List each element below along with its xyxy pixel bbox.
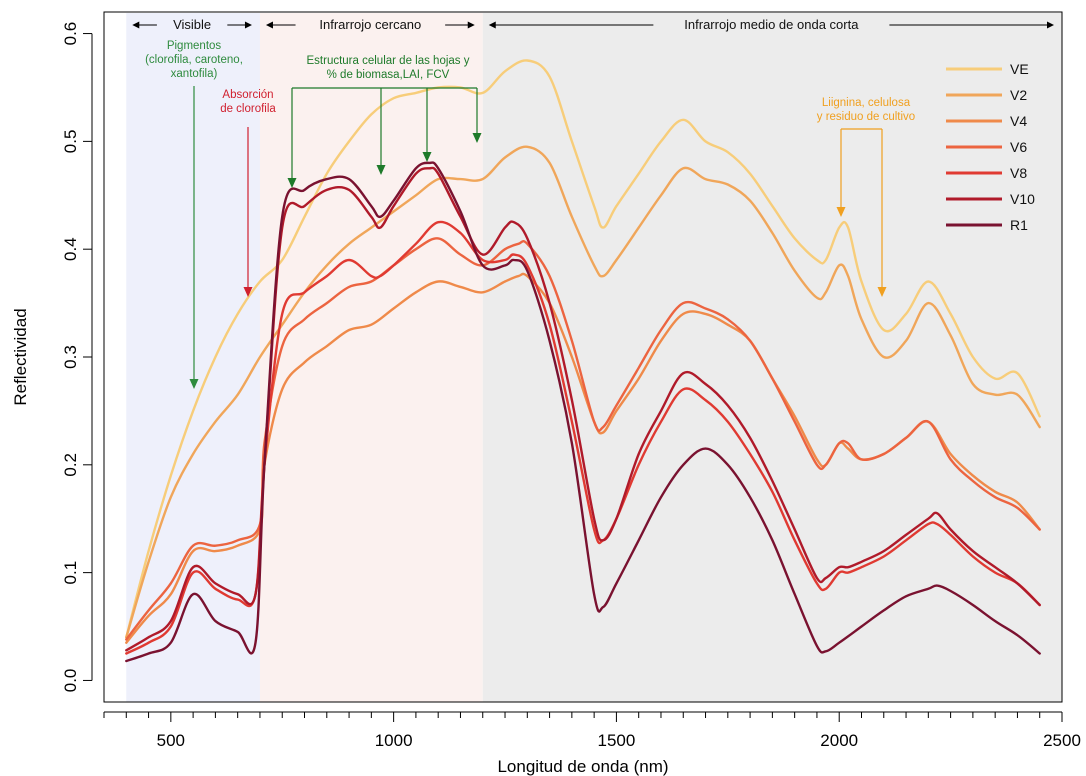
annotation-lignina-arrow-2-head [877, 287, 887, 297]
series-layer [125, 59, 1041, 663]
y-tick-label-0.0: 0.0 [61, 669, 80, 693]
region-arrowhead-left-3 [488, 21, 496, 29]
annotation-estructura-line-1: Estructura celular de las hojas y [307, 55, 470, 67]
x-tick-label-1500: 1500 [598, 731, 636, 750]
annotation-lignina-line-1: Liignina, celulosa [822, 97, 911, 109]
annotation-absorcion-line-1: Absorción [222, 89, 273, 101]
series-line-r1 [125, 161, 1041, 663]
annotation-estructura-arrow-4-head [472, 133, 482, 143]
region-labels: Visible Infrarrojo cercano Infrarrojo medi… [132, 17, 1054, 32]
x-tick-label-2500: 2500 [1043, 731, 1081, 750]
annotation-estructura-line-2: % de biomasa,LAI, FCV [327, 69, 450, 81]
x-axis: 500 1000 1500 2000 2500 [103, 711, 1081, 750]
annotation-absorcion-line-2: de clorofila [220, 103, 276, 115]
series-line-v8 [125, 220, 1041, 655]
region-band-1 [126, 13, 260, 702]
series-line-v2 [125, 145, 1041, 639]
y-tick-label-0.5: 0.5 [61, 130, 80, 154]
region-band-2 [259, 13, 483, 702]
annotation-absorcion-arrow-head [243, 287, 253, 297]
x-tick-label-1000: 1000 [375, 731, 413, 750]
y-tick-label-0.6: 0.6 [61, 22, 80, 46]
y-tick-label-0.2: 0.2 [61, 453, 80, 477]
region-label-3: Infrarrojo medio de onda corta [684, 17, 859, 32]
legend-label-ve: VE [1010, 61, 1029, 77]
legend: VE V2 V4 V6 V8 V10 R1 [946, 61, 1035, 233]
x-axis-title: Longitud de onda (nm) [497, 757, 668, 776]
legend-label-v10: V10 [1010, 191, 1035, 207]
legend-label-v4: V4 [1010, 113, 1027, 129]
annotation-estructura-arrow-2-head [376, 165, 386, 175]
y-axis-title: Reflectividad [11, 308, 30, 405]
annotation-lignina-line-2: y residuo de cultivo [817, 111, 915, 123]
region-arrowhead-right-3 [1047, 21, 1054, 29]
region-label-2: Infrarrojo cercano [319, 17, 421, 32]
annotation-estructura-arrow-1-head [287, 178, 297, 188]
annotation-pigmentos-line-1: Pigmentos [167, 40, 222, 52]
region-arrowhead-left-2 [265, 21, 273, 29]
spectral-regions [126, 13, 1063, 702]
y-tick-label-0.3: 0.3 [61, 345, 80, 369]
series-line-ve [125, 59, 1041, 639]
region-label-1: Visible [173, 17, 211, 32]
region-band-3 [482, 13, 1063, 702]
annotation-pigmentos-arrow-head [189, 379, 199, 389]
annotation-estructura-arrow-3-head [422, 152, 432, 162]
legend-label-v6: V6 [1010, 139, 1027, 155]
annotation-pigmentos-line-2: (clorofila, caroteno, [145, 54, 243, 66]
region-arrowhead-right-1 [244, 21, 252, 29]
annotation-lignina-arrow-1-head [836, 207, 846, 217]
x-tick-label-500: 500 [157, 731, 185, 750]
region-arrowhead-right-2 [467, 21, 475, 29]
plot-frame [103, 11, 1063, 703]
annotation-pigmentos-line-3: xantofila) [171, 68, 218, 80]
x-tick-label-2000: 2000 [820, 731, 858, 750]
legend-label-v8: V8 [1010, 165, 1027, 181]
region-arrowhead-left-1 [132, 21, 140, 29]
legend-label-r1: R1 [1010, 217, 1028, 233]
y-tick-label-0.4: 0.4 [61, 237, 80, 261]
annotations: Pigmentos (clorofila, caroteno, xantofila)… [145, 40, 915, 389]
y-tick-label-0.1: 0.1 [61, 561, 80, 585]
y-axis: 0.0 0.1 0.2 0.3 0.4 0.5 0.6 [61, 22, 93, 693]
legend-label-v2: V2 [1010, 87, 1027, 103]
